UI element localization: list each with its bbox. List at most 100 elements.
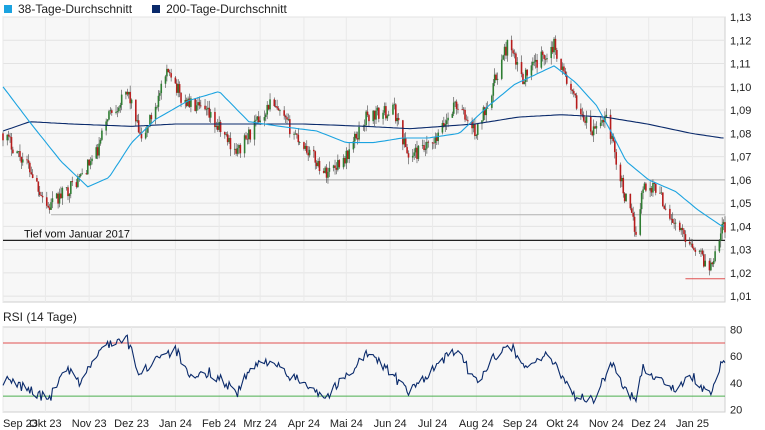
candle-body <box>129 91 131 104</box>
candle-body <box>344 157 346 164</box>
candle-body <box>255 119 257 121</box>
candle-body <box>190 98 192 107</box>
candle-body <box>368 115 370 122</box>
candle-body <box>246 138 249 140</box>
candle-body <box>492 83 495 96</box>
candle-body <box>383 106 386 113</box>
candle-body <box>289 119 291 135</box>
candle-body <box>356 138 359 140</box>
price-tick-label: 1,09 <box>730 105 751 117</box>
candle-body <box>704 260 707 267</box>
candle-body <box>435 136 438 142</box>
candle-body <box>215 125 218 128</box>
candle-body <box>592 126 595 136</box>
price-tick-label: 1,13 <box>730 12 751 24</box>
candle-body <box>543 54 545 59</box>
candle-body <box>574 93 577 96</box>
rsi-tick-label: 40 <box>730 378 742 390</box>
candle-body <box>77 176 79 187</box>
candle-body <box>297 134 300 143</box>
candle-body <box>467 120 469 122</box>
candle-body <box>57 193 59 204</box>
candle-body <box>512 50 514 54</box>
candle-body <box>455 101 458 109</box>
candle-body <box>315 162 318 167</box>
x-tick-label: Jun 24 <box>374 418 407 430</box>
candle-body <box>693 247 695 250</box>
legend-item-ma38: 38-Tage-Durchschnitt <box>0 2 132 16</box>
candle-body <box>482 107 485 121</box>
candle-body <box>393 104 396 106</box>
candle-body <box>2 133 4 141</box>
candle-body <box>363 125 366 126</box>
candle-body <box>632 212 634 217</box>
candle-body <box>277 108 280 111</box>
chart-legend: 38-Tage-Durchschnitt 200-Tage-Durchschni… <box>0 2 303 16</box>
candle-body <box>612 135 615 142</box>
candle-body <box>10 137 13 150</box>
candle-body <box>307 152 309 156</box>
rsi-tick-label: 60 <box>730 351 742 363</box>
candle-body <box>135 99 137 122</box>
price-tick-label: 1,08 <box>730 128 751 140</box>
candle-body <box>414 147 417 153</box>
candle-body <box>328 167 331 172</box>
candle-body <box>413 152 415 156</box>
candle-body <box>378 107 380 119</box>
candle-body <box>207 107 209 109</box>
candle-body <box>402 120 404 145</box>
candle-body <box>178 84 181 93</box>
price-tick-label: 1,07 <box>730 152 751 164</box>
legend-item-ma200: 200-Tage-Durchschnitt <box>148 2 287 16</box>
candle-body <box>387 114 390 116</box>
candle-body <box>708 260 711 271</box>
candle-body <box>216 125 219 130</box>
candle-body <box>416 147 418 159</box>
candle-body <box>228 137 230 143</box>
candle-body <box>698 250 701 252</box>
candle-body <box>421 145 424 146</box>
rsi-title: RSI (14 Tage) <box>3 310 77 324</box>
candle-body <box>303 142 305 149</box>
x-tick-label: Jul 24 <box>418 418 447 430</box>
candle-body <box>484 107 486 116</box>
candle-body <box>41 195 44 198</box>
candle-body <box>407 153 410 158</box>
candle-body <box>684 234 687 242</box>
candle-body <box>454 101 456 103</box>
candle-body <box>493 74 496 84</box>
candle-body <box>613 141 616 153</box>
candle-body <box>385 106 387 119</box>
candle-body <box>523 81 526 85</box>
candle-body <box>700 250 702 252</box>
candle-body <box>376 107 379 111</box>
rsi-tick-label: 80 <box>730 325 742 337</box>
candle-body <box>243 135 246 154</box>
candle-body <box>580 108 582 115</box>
candle-body <box>654 183 657 193</box>
candle-body <box>496 78 499 80</box>
candle-body <box>146 126 148 133</box>
candle-body <box>660 192 663 194</box>
candle-body <box>55 193 58 199</box>
candle-body <box>180 92 182 103</box>
candle-body <box>17 151 20 152</box>
price-tick-label: 1,06 <box>730 175 751 187</box>
candle-body <box>205 108 208 110</box>
candle-body <box>96 147 99 156</box>
candle-body <box>434 136 437 143</box>
candle-body <box>619 164 622 182</box>
candle-body <box>601 119 603 123</box>
candle-body <box>19 151 21 157</box>
candle-body <box>444 124 447 127</box>
x-tick-label: Okt 24 <box>546 418 578 430</box>
candle-body <box>177 84 180 93</box>
candle-body <box>188 98 191 107</box>
candle-body <box>286 117 288 120</box>
candle-body <box>154 106 157 120</box>
candle-body <box>37 181 40 192</box>
candle-body <box>589 116 592 132</box>
candle-body <box>334 165 336 168</box>
candle-body <box>269 99 271 110</box>
candle-body <box>159 93 161 96</box>
